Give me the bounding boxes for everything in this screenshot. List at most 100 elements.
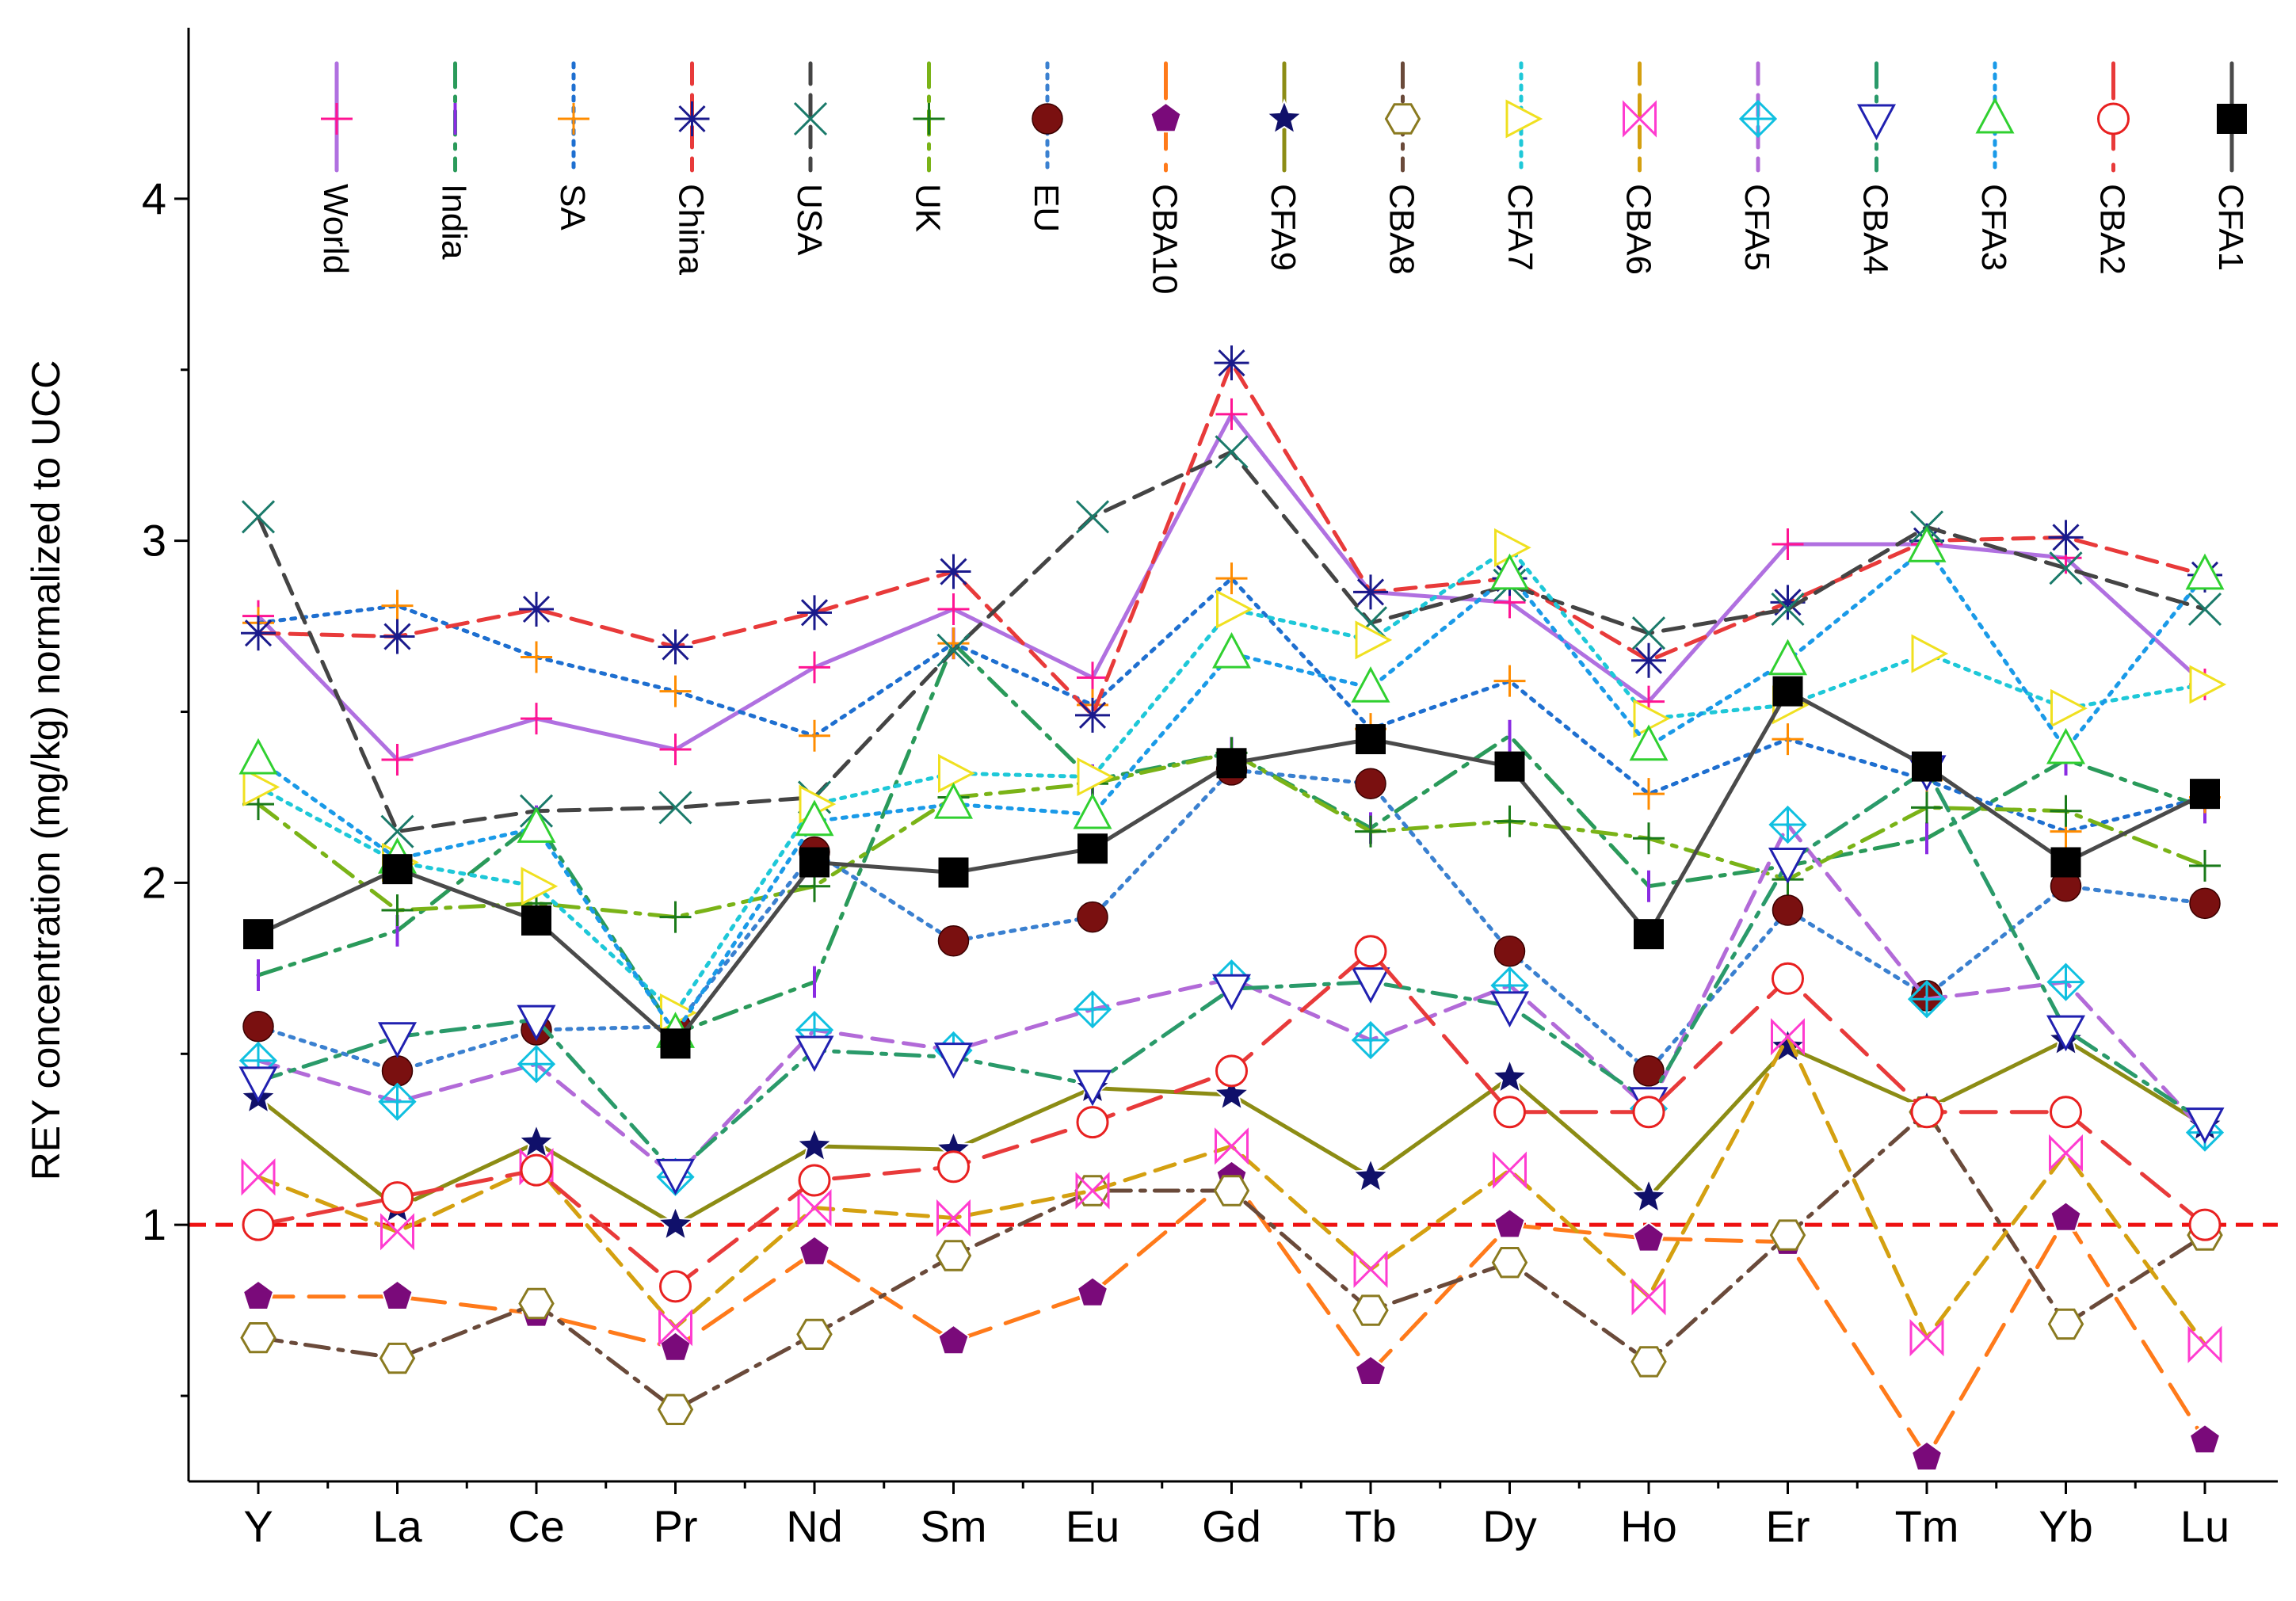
x-tick-label-tm: Tm [1895, 1501, 1959, 1551]
legend-item-china: China [672, 61, 711, 275]
point-cba8-yb [2047, 1308, 2084, 1340]
legend-item-cfa9: CFA9 [1264, 61, 1304, 271]
legend-marker-cba10 [1150, 101, 1182, 133]
point-world-gd [1215, 398, 1248, 430]
point-cba2-ho [1632, 1096, 1665, 1129]
point-cfa3-tb [1351, 666, 1390, 703]
point-sa-gd [1215, 562, 1248, 595]
legend-item-cfa3: CFA3 [1974, 61, 2015, 271]
point-cba6-lu [2187, 1325, 2222, 1363]
point-china-pr [658, 629, 693, 665]
point-cba6-pr [658, 1309, 692, 1347]
point-cfa3-dy [1489, 553, 1530, 590]
point-eu-dy [1493, 936, 1526, 967]
point-cfa7-sm [938, 753, 975, 793]
point-cfa9-er [1768, 1026, 1808, 1064]
legend-marker-uk [913, 103, 945, 135]
point-uk-la [381, 894, 414, 926]
point-world-nd [799, 651, 830, 684]
point-cba2-eu [1076, 1106, 1109, 1139]
point-china-eu [1075, 697, 1110, 733]
legend-item-cba4: CBA4 [1856, 61, 1897, 275]
point-cfa3-nd [795, 799, 834, 837]
point-cba8-nd [796, 1318, 833, 1350]
point-cfa3-eu [1073, 792, 1112, 829]
point-cba2-yb [2050, 1096, 2082, 1129]
point-cba2-nd [798, 1164, 831, 1197]
point-cfa7-yb [2050, 688, 2088, 728]
point-cfa1-eu [1077, 833, 1108, 864]
point-cfa7-dy [1494, 528, 1531, 567]
point-cba4-eu [1073, 1069, 1112, 1107]
point-cfa3-gd [1211, 631, 1252, 669]
point-world-er [1772, 528, 1804, 560]
point-china-er [1770, 585, 1806, 620]
point-cba6-y [241, 1158, 276, 1196]
point-eu-la [381, 1055, 414, 1087]
legend-marker-cfa3 [1975, 97, 2015, 134]
legend-item-eu: EU [1027, 61, 1066, 232]
point-cfa3-tm [1907, 526, 1947, 562]
point-world-sm [937, 593, 970, 625]
legend-item-india: India [435, 61, 474, 260]
point-cba2-tb [1354, 935, 1387, 968]
point-cba2-lu [2188, 1208, 2222, 1241]
point-usa-sm [936, 633, 971, 667]
point-eu-tb [1355, 768, 1386, 799]
legend-item-cfa5: CFA5 [1737, 61, 1778, 271]
y-axis-label: REY concentration (mg/kg) normalized to … [24, 360, 68, 1181]
series-line-eu [256, 768, 2207, 1073]
point-cba8-pr [657, 1393, 694, 1425]
legend-marker-cba2 [2097, 102, 2130, 135]
point-china-gd [1214, 345, 1249, 381]
point-cba2-ce [520, 1153, 553, 1187]
point-cba2-dy [1493, 1096, 1526, 1129]
point-cba4-tb [1351, 967, 1390, 1004]
point-cba4-la [377, 1022, 418, 1058]
point-sa-ce [521, 641, 552, 673]
point-usa-lu [2187, 592, 2222, 627]
legend-item-cfa1: CFA1 [2211, 61, 2250, 271]
point-cba2-tm [1910, 1096, 1943, 1129]
point-cba6-nd [797, 1188, 832, 1227]
point-eu-lu [2189, 887, 2221, 920]
point-cfa3-sm [933, 782, 974, 819]
point-cba2-er [1772, 962, 1804, 995]
x-tick-label-lu: Lu [2180, 1501, 2229, 1551]
point-cfa3-yb [2046, 727, 2086, 764]
point-cfa7-tb [1355, 620, 1393, 660]
point-cba8-y [240, 1322, 277, 1354]
legend-label-india: India [435, 184, 474, 260]
point-sa-ho [1633, 778, 1665, 810]
point-cfa9-gd [1212, 1074, 1251, 1111]
legend-label-cba10: CBA10 [1146, 184, 1184, 294]
x-tick-label-nd: Nd [786, 1501, 843, 1551]
point-uk-tb [1355, 815, 1386, 848]
legend: World India SA China USA UK EU CBA10 CFA9 CBA8 CFA… [316, 61, 2250, 294]
x-tick-label-la: La [372, 1501, 422, 1551]
legend-item-cba6: CBA6 [1619, 61, 1658, 275]
point-cba6-er [1771, 1018, 1805, 1056]
point-cba10-eu [1076, 1276, 1109, 1307]
point-cfa1-tm [1912, 751, 1942, 782]
point-cfa9-tb [1351, 1156, 1390, 1194]
point-cba2-gd [1215, 1054, 1248, 1088]
point-cba6-gd [1215, 1127, 1249, 1165]
legend-label-world: World [316, 184, 355, 274]
y-tick-label-3: 3 [142, 516, 166, 566]
point-uk-ho [1633, 822, 1665, 855]
point-cba8-ho [1630, 1346, 1667, 1378]
point-cfa1-dy [1494, 751, 1525, 782]
legend-marker-usa [793, 101, 828, 136]
point-eu-ho [1633, 1055, 1665, 1087]
legend-marker-cba4 [1856, 104, 1897, 141]
point-sa-la [381, 589, 414, 622]
point-cba8-sm [935, 1240, 972, 1271]
point-sa-sm [937, 627, 970, 660]
legend-marker-cfa9 [1264, 98, 1304, 135]
point-usa-y [241, 500, 276, 534]
series-line-sa [256, 576, 2207, 834]
x-tick-label-gd: Gd [1202, 1501, 1261, 1551]
point-cba6-dy [1493, 1151, 1527, 1189]
